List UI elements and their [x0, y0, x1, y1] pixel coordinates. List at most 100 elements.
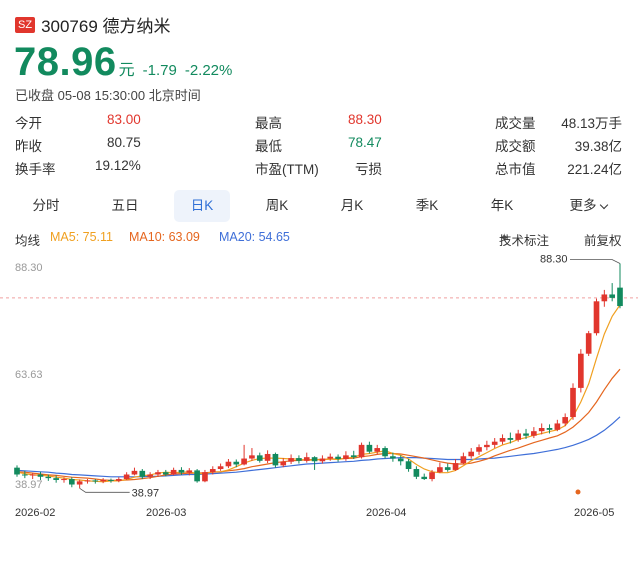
candle-body [45, 476, 52, 479]
axis-labels: 88.30 63.63 38.97 2026-02 2026-03 2026-0… [15, 262, 614, 519]
candle-body [507, 438, 514, 440]
kline-chart[interactable]: 88.30 88.30 63.63 38.97 2026-02 2026-03 … [0, 250, 638, 525]
candle-body [476, 447, 482, 452]
candle-body [491, 441, 498, 445]
stat-label: 总市值 [495, 162, 536, 177]
adjust-mode-button[interactable]: 前复权 [584, 234, 622, 248]
candle-body [515, 433, 522, 440]
tab-five-day[interactable]: 五日 [111, 198, 139, 213]
market-status: 已收盘 05-08 15:30:00 北京时间 [15, 88, 201, 103]
tab-more[interactable]: 更多 [553, 190, 623, 222]
candle-body [413, 469, 420, 477]
high-marker-label-bg [540, 254, 570, 265]
low-marker-label: 38.97 [132, 487, 160, 499]
candle-body [397, 458, 404, 462]
stat-value: 80.75 [107, 135, 141, 150]
ma-label: 均线 [15, 234, 41, 248]
low-marker-line [79, 487, 130, 493]
candle-body [131, 470, 138, 475]
candle-body [241, 458, 247, 465]
candle-body [272, 453, 279, 466]
candle-body [249, 455, 255, 459]
tab-daily-k[interactable]: 日K [174, 190, 230, 222]
chevron-down-icon [599, 200, 608, 210]
candle-body [202, 472, 208, 482]
x-tick-label: 2026-05 [574, 507, 614, 519]
candle-body [484, 444, 490, 448]
candle-body [162, 472, 169, 475]
x-tick-label: 2026-03 [146, 507, 186, 519]
candle-body [585, 333, 592, 354]
candle-body [601, 294, 608, 302]
high-marker-label: 88.30 [540, 253, 568, 265]
stat-value: 88.30 [348, 112, 382, 127]
stat-value: 亏损 [355, 162, 382, 177]
stat-label: 最高 [255, 116, 282, 131]
stat-label: 市盈(TTM) [255, 162, 319, 177]
stat-label: 成交量 [495, 116, 536, 131]
tech-annotation-label: 技术标注 [499, 234, 550, 248]
candle-body [209, 469, 216, 473]
candle-body [437, 467, 443, 473]
candle-body [358, 444, 365, 458]
stat-label: 今开 [15, 116, 42, 131]
sparkle-icon: ✦ [499, 231, 510, 245]
candle-body [178, 469, 185, 473]
candle-body [84, 480, 91, 482]
candle-body [319, 458, 326, 462]
candle-body [233, 461, 240, 465]
candle-body [123, 474, 130, 480]
candle-body [155, 472, 161, 475]
ma5-line [16, 304, 621, 483]
y-tick-label: 38.97 [15, 479, 43, 491]
candle-body [374, 448, 381, 452]
stat-value: 83.00 [107, 112, 141, 127]
candle-body [593, 301, 600, 334]
candle-body [546, 428, 553, 430]
stat-value: 221.24亿 [567, 162, 622, 177]
candle-body [68, 479, 75, 485]
candle-body [296, 458, 302, 461]
price-change-pct: -2.22% [184, 62, 233, 79]
candle-body [609, 294, 615, 298]
tab-quarterly-k[interactable]: 季K [415, 198, 439, 213]
candle-body [92, 480, 99, 482]
candle-body [115, 479, 122, 481]
candle-body [303, 457, 310, 461]
high-marker-line [570, 259, 621, 264]
candle-body [382, 448, 388, 457]
candle-body [421, 476, 428, 480]
candle-body [444, 467, 451, 470]
candle-body [343, 455, 349, 459]
ma20-line [16, 416, 621, 478]
stock-title: 300769 德方纳米 [41, 17, 171, 36]
candles: 88.30 [14, 253, 623, 495]
candle-body [350, 455, 357, 458]
candle-body [499, 438, 506, 442]
tab-weekly-k[interactable]: 周K [265, 198, 289, 213]
price-row: 78.96 元 -1.79 -2.22% [14, 40, 232, 85]
stat-label: 成交额 [495, 139, 536, 154]
candle-body [570, 387, 576, 418]
ma5-value: MA5: 75.11 [50, 230, 114, 244]
candle-body [256, 455, 263, 461]
candle-body [170, 469, 177, 475]
candle-body [61, 479, 67, 481]
candle-body [147, 474, 153, 477]
current-price: 78.96 [14, 40, 117, 84]
tab-more-label: 更多 [569, 198, 597, 213]
tab-yearly-k[interactable]: 年K [490, 198, 514, 213]
candle-body [578, 353, 584, 388]
candle-body [217, 466, 224, 470]
tab-intraday[interactable]: 分时 [32, 198, 60, 213]
candle-body [280, 461, 287, 466]
candle-body [523, 433, 529, 436]
candle-body [225, 461, 232, 467]
price-unit: 元 [118, 62, 135, 79]
candle-body [554, 423, 561, 430]
candle-body [139, 470, 146, 477]
candle-body [460, 456, 467, 464]
stock-header: SZ 300769 德方纳米 [15, 12, 171, 37]
candle-body [100, 479, 106, 482]
tab-monthly-k[interactable]: 月K [340, 198, 364, 213]
